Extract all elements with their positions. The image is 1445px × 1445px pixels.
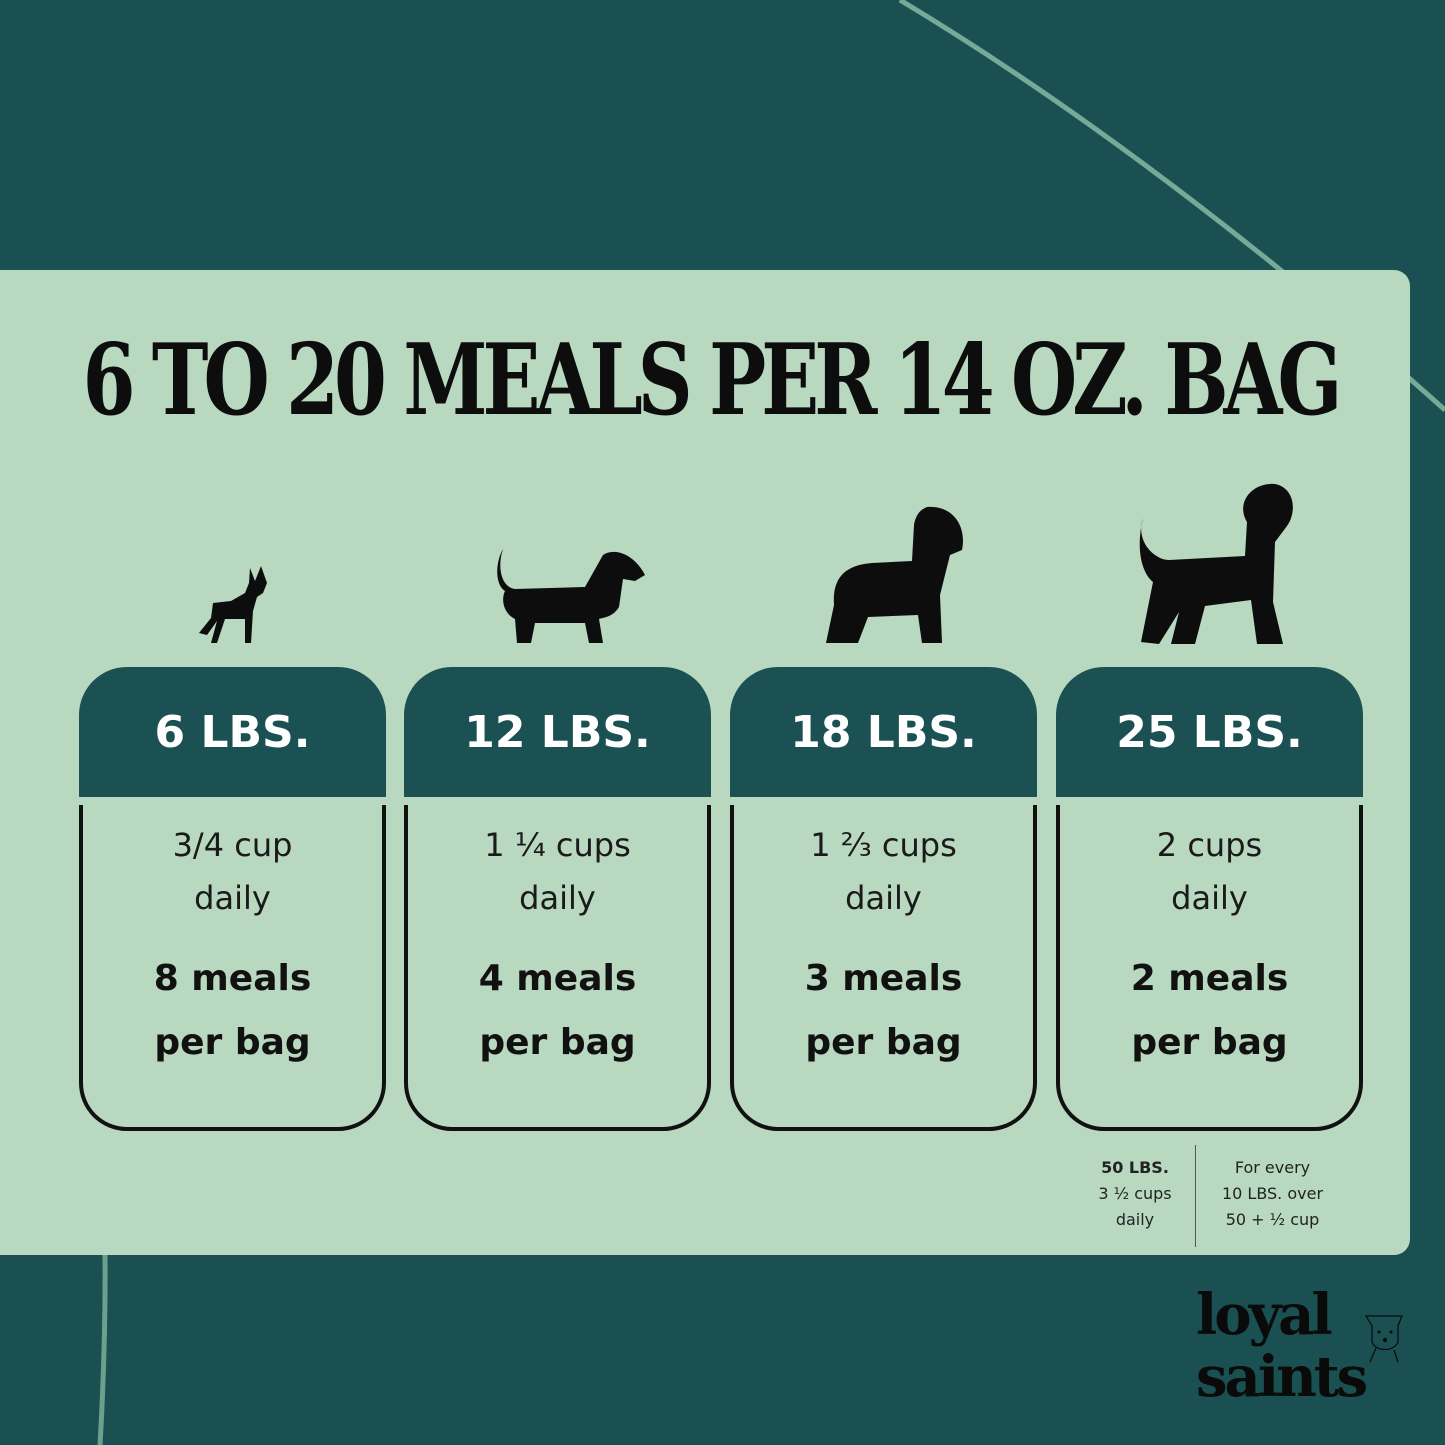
card-body: 2 cups daily 2 meals per bag [1056,805,1363,1131]
chihuahua-icon [199,566,267,643]
card-cups: 3/4 cup [172,826,293,864]
note-50lbs-daily: daily [1115,1210,1155,1229]
card-per-bag: per bag [154,1022,311,1063]
card-body: 1 ¼ cups daily 4 meals per bag [404,805,711,1131]
card-meals: 2 meals [1130,958,1289,999]
card-per-bag: per bag [479,1022,636,1063]
card-weight: 12 LBS. [404,667,711,797]
logo-line1: loyal [1196,1282,1333,1348]
card-meals: 4 meals [478,958,637,999]
logo-line2: saints [1196,1344,1368,1410]
card-cups: 1 ¼ cups [484,826,631,864]
dog-face-logo-icon [1364,1315,1403,1363]
card-weight: 25 LBS. [1056,667,1363,797]
feeding-card-12lbs: 12 LBS. 1 ¼ cups daily 4 meals per bag [404,667,711,1135]
card-weight: 18 LBS. [730,667,1037,797]
card-cups: 1 ⅔ cups [810,826,957,864]
card-daily: daily [194,879,271,917]
note-line: 50 + ½ cup [1225,1210,1320,1229]
card-body: 3/4 cup daily 8 meals per bag [79,805,386,1131]
notes-divider [1195,1145,1196,1247]
note-50lbs: 50 LBS. 3 ½ cups daily [1085,1155,1185,1233]
note-50lbs-weight: 50 LBS. [1101,1158,1169,1177]
note-line: For every [1234,1158,1311,1177]
card-per-bag: per bag [805,1022,962,1063]
page-title: 6 TO 20 MEALS PER 14 OZ. BAG [82,321,1343,438]
dachshund-icon [497,549,645,643]
card-meals: 3 meals [804,958,963,999]
card-meals: 8 meals [153,958,312,999]
card-weight: 6 LBS. [79,667,386,797]
brand-logo: loyal saints [1196,1282,1368,1410]
card-per-bag: per bag [1131,1022,1288,1063]
spaniel-icon [826,506,963,643]
card-daily: daily [1171,879,1248,917]
feeding-card-6lbs: 6 LBS. 3/4 cup daily 8 meals per bag [79,667,386,1135]
note-over-50: For every 10 LBS. over 50 + ½ cup [1205,1155,1340,1233]
note-line: 10 LBS. over [1221,1184,1324,1203]
note-50lbs-cups: 3 ½ cups [1098,1184,1172,1203]
card-daily: daily [519,879,596,917]
card-cups: 2 cups [1156,826,1263,864]
card-daily: daily [845,879,922,917]
feeding-card-25lbs: 25 LBS. 2 cups daily 2 meals per bag [1056,667,1363,1135]
poodle-icon [1139,483,1293,644]
card-body: 1 ⅔ cups daily 3 meals per bag [730,805,1037,1131]
feeding-card-18lbs: 18 LBS. 1 ⅔ cups daily 3 meals per bag [730,667,1037,1135]
